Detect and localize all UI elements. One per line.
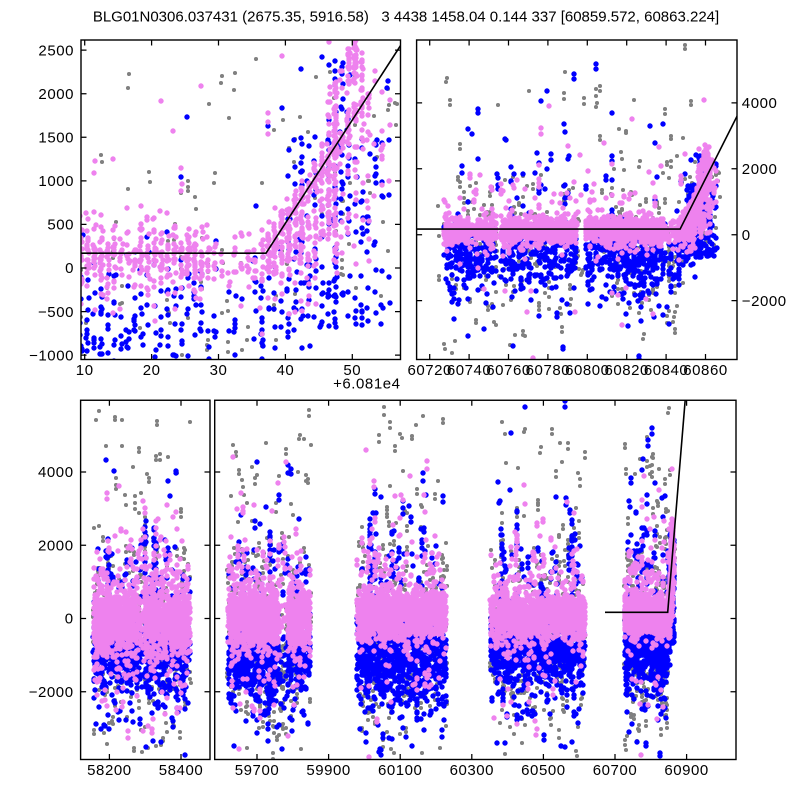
- svg-text:60300: 60300: [450, 762, 494, 779]
- svg-text:10: 10: [76, 362, 94, 379]
- svg-text:2000: 2000: [38, 86, 74, 103]
- svg-text:1500: 1500: [38, 130, 74, 147]
- svg-text:2500: 2500: [38, 42, 74, 59]
- svg-text:60800: 60800: [565, 362, 609, 379]
- svg-text:4000: 4000: [742, 95, 778, 112]
- svg-text:0: 0: [65, 611, 74, 628]
- svg-text:59900: 59900: [306, 762, 350, 779]
- svg-text:0: 0: [65, 260, 74, 277]
- svg-text:−500: −500: [38, 304, 74, 321]
- svg-text:60900: 60900: [664, 762, 708, 779]
- svg-text:2000: 2000: [742, 161, 778, 178]
- svg-text:+6.081e4: +6.081e4: [333, 376, 400, 393]
- svg-text:0: 0: [742, 227, 751, 244]
- svg-text:60760: 60760: [486, 362, 530, 379]
- svg-text:60740: 60740: [447, 362, 491, 379]
- svg-text:58400: 58400: [159, 762, 203, 779]
- svg-text:60700: 60700: [593, 762, 637, 779]
- svg-text:60820: 60820: [604, 362, 648, 379]
- svg-text:2000: 2000: [38, 538, 74, 555]
- svg-text:−2000: −2000: [29, 684, 74, 701]
- svg-text:60720: 60720: [407, 362, 451, 379]
- svg-text:60840: 60840: [644, 362, 688, 379]
- svg-text:−1000: −1000: [29, 347, 74, 364]
- svg-text:60780: 60780: [526, 362, 570, 379]
- svg-text:60500: 60500: [521, 762, 565, 779]
- svg-text:58200: 58200: [87, 762, 131, 779]
- svg-text:20: 20: [143, 362, 161, 379]
- svg-text:500: 500: [47, 217, 74, 234]
- svg-text:59700: 59700: [235, 762, 279, 779]
- svg-text:40: 40: [277, 362, 295, 379]
- svg-text:30: 30: [210, 362, 228, 379]
- svg-text:4000: 4000: [38, 464, 74, 481]
- svg-text:1000: 1000: [38, 173, 74, 190]
- svg-text:60100: 60100: [378, 762, 422, 779]
- svg-text:60860: 60860: [683, 362, 727, 379]
- svg-text:BLG01N0306.037431 (2675.35, 59: BLG01N0306.037431 (2675.35, 5916.58) 3 4…: [93, 9, 719, 26]
- svg-text:−2000: −2000: [742, 293, 787, 310]
- svg-text:50: 50: [343, 362, 361, 379]
